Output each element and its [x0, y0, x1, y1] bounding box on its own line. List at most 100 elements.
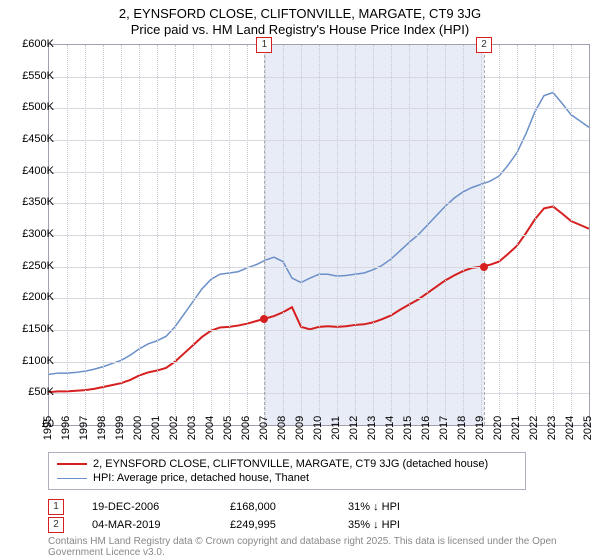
plot-area: 12	[48, 44, 590, 426]
x-axis-label: 2013	[366, 416, 378, 440]
y-axis-label: £100K	[22, 355, 54, 367]
x-axis-label: 2002	[168, 416, 180, 440]
chart-container: 2, EYNSFORD CLOSE, CLIFTONVILLE, MARGATE…	[0, 0, 600, 560]
footnote: Contains HM Land Registry data © Crown c…	[48, 536, 600, 558]
gridline-v	[373, 45, 374, 425]
gridline-v	[463, 45, 464, 425]
x-axis-label: 2023	[546, 416, 558, 440]
legend-item: 2, EYNSFORD CLOSE, CLIFTONVILLE, MARGATE…	[57, 457, 517, 471]
x-axis-label: 2014	[384, 416, 396, 440]
gridline-v	[337, 45, 338, 425]
x-axis-label: 2022	[528, 416, 540, 440]
gridline-v	[409, 45, 410, 425]
gridline-v	[121, 45, 122, 425]
y-axis-label: £400K	[22, 165, 54, 177]
x-axis-label: 1999	[114, 416, 126, 440]
gridline-v	[301, 45, 302, 425]
sale-price: £168,000	[230, 501, 320, 513]
gridline-v	[211, 45, 212, 425]
sale-delta: 35% ↓ HPI	[348, 519, 400, 531]
gridline-v	[517, 45, 518, 425]
y-axis-label: £550K	[22, 70, 54, 82]
x-axis-label: 2000	[132, 416, 144, 440]
gridline-v	[571, 45, 572, 425]
y-axis-label: £50K	[28, 386, 54, 398]
sale-number-box: 1	[48, 499, 64, 515]
marker-line	[484, 45, 485, 425]
x-axis-label: 1997	[78, 416, 90, 440]
x-axis-label: 2025	[582, 416, 594, 440]
sale-date: 19-DEC-2006	[92, 501, 202, 513]
x-axis-label: 1998	[96, 416, 108, 440]
sale-number-box: 2	[48, 517, 64, 533]
sale-delta: 31% ↓ HPI	[348, 501, 400, 513]
gridline-v	[481, 45, 482, 425]
y-axis-label: £600K	[22, 38, 54, 50]
gridline-v	[67, 45, 68, 425]
gridline-v	[283, 45, 284, 425]
x-axis-label: 2020	[492, 416, 504, 440]
gridline-v	[499, 45, 500, 425]
gridline-v	[247, 45, 248, 425]
x-axis-label: 2017	[438, 416, 450, 440]
y-axis-label: £300K	[22, 228, 54, 240]
marker-number-box: 2	[476, 37, 492, 53]
gridline-v	[229, 45, 230, 425]
x-axis-label: 2006	[240, 416, 252, 440]
legend-item: HPI: Average price, detached house, Than…	[57, 471, 517, 485]
x-axis-label: 2007	[258, 416, 270, 440]
x-axis-label: 2005	[222, 416, 234, 440]
gridline-v	[355, 45, 356, 425]
x-axis-label: 2001	[150, 416, 162, 440]
gridline-v	[391, 45, 392, 425]
x-axis-label: 2011	[330, 416, 342, 440]
y-axis-label: £350K	[22, 196, 54, 208]
chart-title-line1: 2, EYNSFORD CLOSE, CLIFTONVILLE, MARGATE…	[0, 0, 600, 22]
legend-label: HPI: Average price, detached house, Than…	[93, 472, 309, 484]
gridline-v	[193, 45, 194, 425]
marker-line	[264, 45, 265, 425]
x-axis-label: 2004	[204, 416, 216, 440]
gridline-v	[427, 45, 428, 425]
x-axis-label: 2012	[348, 416, 360, 440]
sale-point	[480, 263, 488, 271]
x-axis-label: 2010	[312, 416, 324, 440]
x-axis-label: 2015	[402, 416, 414, 440]
y-axis-label: £450K	[22, 133, 54, 145]
x-axis-label: 1996	[60, 416, 72, 440]
sales-row: 2 04-MAR-2019 £249,995 35% ↓ HPI	[48, 516, 400, 534]
gridline-v	[535, 45, 536, 425]
y-axis-label: £250K	[22, 260, 54, 272]
legend-swatch	[57, 478, 87, 479]
marker-number-box: 1	[256, 37, 272, 53]
gridline-v	[319, 45, 320, 425]
y-axis-label: £500K	[22, 101, 54, 113]
x-axis-label: 2021	[510, 416, 522, 440]
gridline-v	[175, 45, 176, 425]
gridline-v	[139, 45, 140, 425]
gridline-v	[157, 45, 158, 425]
x-axis-label: 2016	[420, 416, 432, 440]
sale-date: 04-MAR-2019	[92, 519, 202, 531]
y-axis-label: £200K	[22, 291, 54, 303]
sale-price: £249,995	[230, 519, 320, 531]
sale-point	[260, 315, 268, 323]
legend-swatch	[57, 463, 87, 465]
x-axis-label: 1995	[42, 416, 54, 440]
gridline-v	[103, 45, 104, 425]
sales-table: 1 19-DEC-2006 £168,000 31% ↓ HPI 2 04-MAR-201…	[48, 498, 400, 534]
legend-label: 2, EYNSFORD CLOSE, CLIFTONVILLE, MARGATE…	[93, 458, 488, 470]
x-axis-label: 2003	[186, 416, 198, 440]
x-axis-label: 2024	[564, 416, 576, 440]
x-axis-label: 2019	[474, 416, 486, 440]
legend-box: 2, EYNSFORD CLOSE, CLIFTONVILLE, MARGATE…	[48, 452, 526, 490]
gridline-v	[85, 45, 86, 425]
x-axis-label: 2009	[294, 416, 306, 440]
x-axis-label: 2008	[276, 416, 288, 440]
y-axis-label: £150K	[22, 323, 54, 335]
chart-title-line2: Price paid vs. HM Land Registry's House …	[0, 22, 600, 38]
x-axis-label: 2018	[456, 416, 468, 440]
sales-row: 1 19-DEC-2006 £168,000 31% ↓ HPI	[48, 498, 400, 516]
gridline-v	[553, 45, 554, 425]
gridline-v	[445, 45, 446, 425]
